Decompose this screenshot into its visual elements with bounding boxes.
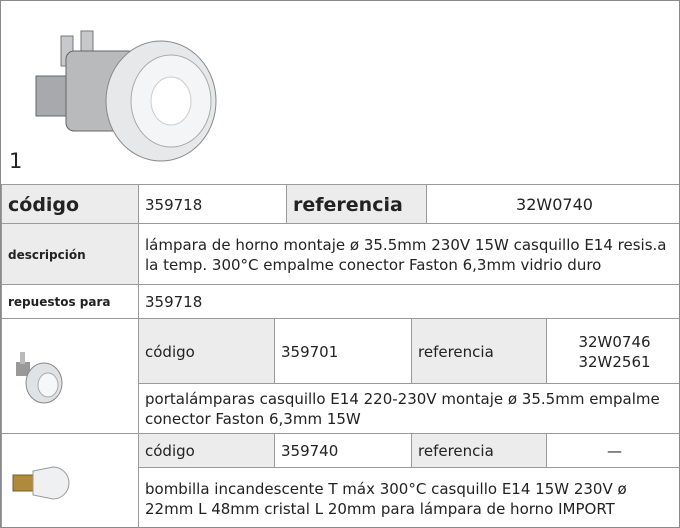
label-cell: referencia xyxy=(411,433,547,468)
product-image xyxy=(35,30,217,162)
value-cell: lámpara de horno montaje ø 35.5mm 230V 1… xyxy=(138,223,679,285)
label-cell: código xyxy=(138,318,275,384)
item-number: 1 xyxy=(9,149,23,173)
label-cell: referencia xyxy=(411,318,547,384)
value-cell: 359718 xyxy=(138,284,679,319)
value-cell: 359718 xyxy=(138,184,287,224)
part-image xyxy=(16,351,63,403)
label-cell: descripción xyxy=(1,223,139,285)
value-cell: 359701 xyxy=(274,318,412,384)
part-image-cell xyxy=(1,433,139,527)
value-cell: 32W0746 32W2561 xyxy=(546,318,679,384)
label-cell: código xyxy=(1,184,139,224)
label-cell: código xyxy=(138,433,275,468)
value-cell: 359740 xyxy=(274,433,412,468)
reference: 32W0746 xyxy=(578,332,651,351)
part-image-cell xyxy=(1,318,139,434)
reference: 32W2561 xyxy=(578,352,651,371)
label-cell: repuestos para xyxy=(1,284,139,319)
value-cell: 32W0740 xyxy=(426,184,679,224)
value-cell: portalámparas casquillo E14 220-230V mon… xyxy=(138,383,679,434)
value-cell: bombilla incandescente T máx 300°C casqu… xyxy=(138,467,679,527)
value-cell: — xyxy=(546,433,679,468)
label-cell: referencia xyxy=(286,184,427,224)
part-image xyxy=(12,466,70,500)
